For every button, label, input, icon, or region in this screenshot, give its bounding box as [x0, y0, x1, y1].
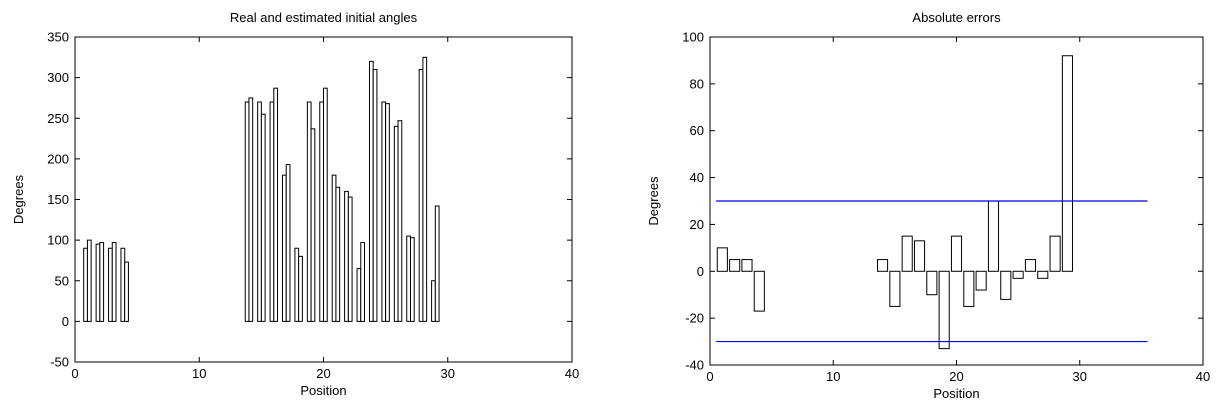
- error-bar: [963, 270, 975, 307]
- error-bar: [987, 200, 1000, 272]
- chart-title: Absolute errors: [912, 10, 1001, 25]
- y-tick-label: 80: [690, 76, 704, 91]
- y-tick-label: 300: [47, 70, 69, 85]
- errors-chart: Absolute errors Position Degrees 0 10 20 30 40 -…: [646, 10, 1210, 401]
- bar-series-1: [269, 101, 275, 322]
- bar-series-1: [368, 60, 374, 322]
- x-tick-label: 40: [565, 366, 579, 381]
- x-tick-label: 10: [192, 366, 206, 381]
- error-bar: [1049, 235, 1061, 272]
- error-bar: [1061, 55, 1073, 272]
- bar-series-2: [385, 103, 390, 322]
- bar-series-2: [99, 242, 105, 322]
- bar-series-2: [347, 196, 353, 322]
- y-axis-label: Degrees: [646, 176, 661, 226]
- bar-series-2: [372, 69, 378, 322]
- y-axis-label: Degrees: [11, 174, 26, 224]
- error-bar: [926, 270, 938, 296]
- error-bar: [741, 259, 753, 272]
- y-tick-label: 350: [47, 30, 69, 45]
- bar-series-1: [108, 247, 113, 322]
- bar-series-1: [344, 190, 349, 322]
- bar-series-1: [281, 174, 287, 322]
- error-bar: [876, 259, 889, 272]
- bar-series-2: [335, 186, 341, 322]
- x-axis-label: Position: [933, 386, 979, 401]
- bar-series-1: [306, 101, 312, 322]
- y-tick-label: -50: [50, 355, 69, 370]
- bar-series-2: [323, 87, 328, 322]
- error-bar: [1012, 270, 1024, 279]
- x-axis-label: Position: [300, 383, 346, 398]
- bar-series-1: [83, 247, 88, 322]
- x-tick-label: 30: [441, 366, 455, 381]
- error-bar: [1000, 270, 1012, 300]
- y-tick-label: -20: [685, 311, 704, 326]
- error-bar: [975, 270, 987, 291]
- x-tick-label: 10: [826, 369, 840, 384]
- y-tick-label: 100: [47, 233, 69, 248]
- bar-series-2: [124, 261, 129, 322]
- x-tick-label: 0: [71, 366, 78, 381]
- y-tick-label: 0: [697, 264, 704, 279]
- error-bar: [1024, 259, 1037, 272]
- error-bar: [950, 235, 963, 272]
- bar-series-2: [434, 205, 440, 322]
- y-tick-label: 250: [47, 111, 69, 126]
- bar-series-2: [409, 237, 415, 322]
- bar-series-2: [360, 242, 366, 322]
- bar-series-2: [111, 242, 117, 322]
- bar-series-1: [418, 69, 424, 322]
- y-tick-label: 200: [47, 151, 69, 166]
- bar-series-2: [273, 87, 279, 322]
- bar-series-2: [397, 120, 403, 322]
- x-tick-label: 30: [1073, 369, 1087, 384]
- y-tick-label: 150: [47, 192, 69, 207]
- bar-series-2: [86, 239, 92, 322]
- error-bar: [913, 240, 926, 272]
- bar-series-2: [310, 128, 316, 322]
- bar-series-2: [298, 255, 303, 322]
- angles-chart: Real and estimated initial angles Positio…: [11, 10, 579, 398]
- y-tick-label: 20: [690, 217, 704, 232]
- bar-series-1: [406, 235, 411, 322]
- y-tick-label: 100: [682, 30, 704, 45]
- y-tick-label: 60: [690, 123, 704, 138]
- bar-series-2: [285, 164, 291, 322]
- bar-series-1: [120, 247, 126, 322]
- x-tick-label: 20: [316, 366, 330, 381]
- bar-series-1: [95, 243, 101, 322]
- x-tick-label: 20: [949, 369, 963, 384]
- bar-series-2: [248, 97, 254, 322]
- bar-series-1: [331, 174, 337, 322]
- error-bar: [729, 259, 741, 272]
- y-tick-label: 40: [690, 170, 704, 185]
- x-tick-label: 40: [1196, 369, 1210, 384]
- error-bar: [901, 235, 913, 272]
- error-bar: [889, 270, 901, 307]
- bar-series-1: [294, 247, 300, 322]
- bar-series-1: [356, 268, 362, 322]
- bar-series-1: [431, 280, 436, 322]
- bar-series-1: [393, 125, 399, 322]
- y-tick-label: 0: [62, 314, 69, 329]
- bar-series-1: [381, 101, 387, 322]
- y-tick-label: -40: [685, 358, 704, 373]
- bar-series-1: [244, 101, 250, 322]
- x-tick-label: 0: [706, 369, 713, 384]
- error-bar: [753, 270, 765, 312]
- bar-series-1: [257, 101, 262, 322]
- error-bar: [1037, 270, 1049, 279]
- bar-series-1: [319, 101, 324, 322]
- chart-title: Real and estimated initial angles: [230, 10, 418, 25]
- error-bar: [716, 247, 728, 272]
- bar-series-2: [260, 113, 266, 322]
- bar-series-2: [422, 56, 428, 322]
- y-tick-label: 50: [55, 273, 69, 288]
- error-bar: [938, 270, 950, 350]
